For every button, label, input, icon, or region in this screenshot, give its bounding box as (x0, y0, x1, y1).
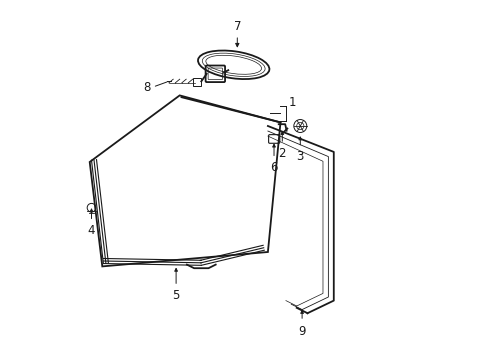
Text: 8: 8 (143, 81, 151, 94)
Text: 4: 4 (87, 224, 95, 237)
Bar (193, 78, 201, 86)
Text: 2: 2 (278, 147, 285, 159)
Text: 5: 5 (172, 289, 180, 302)
Text: 9: 9 (298, 325, 305, 338)
Text: 3: 3 (296, 150, 304, 163)
Text: 7: 7 (233, 20, 241, 33)
Text: 6: 6 (270, 161, 277, 174)
Text: 1: 1 (288, 96, 295, 109)
